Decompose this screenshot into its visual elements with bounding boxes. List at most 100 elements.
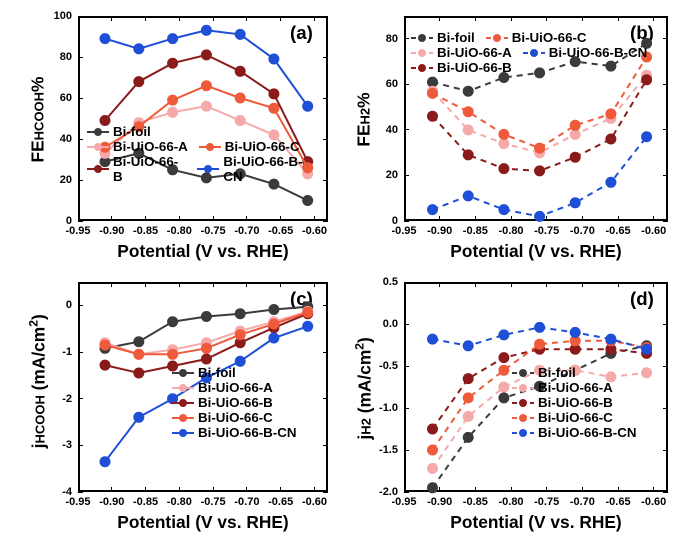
y-tick <box>404 129 409 130</box>
y-axis-title: FEHCOOH% <box>28 59 49 179</box>
x-tick-top <box>546 16 547 21</box>
y-tick-label: -2 <box>62 393 72 405</box>
legend-item-Bi-UiO-66-B-CN: Bi-UiO-66-B-CN <box>522 45 647 60</box>
legend-label: Bi-UiO-66-B <box>198 395 273 410</box>
x-axis-title: Potential (V vs. RHE) <box>78 241 328 262</box>
legend-label: Bi-UiO-66-C <box>512 30 587 45</box>
x-tick-top <box>582 282 583 287</box>
x-tick-top <box>439 16 440 21</box>
y-tick-right <box>323 492 328 493</box>
y-tick <box>78 305 83 306</box>
x-tick-top <box>404 282 405 287</box>
x-tick <box>546 216 547 221</box>
y-tick <box>78 57 83 58</box>
panel-label: (c) <box>290 288 313 310</box>
x-tick <box>111 216 112 221</box>
x-tick-label: -0.60 <box>302 496 327 508</box>
legend-label: Bi-UiO-66-B <box>538 395 613 410</box>
legend-item-Bi-UiO-66-A: Bi-UiO-66-A <box>86 139 188 154</box>
plot-frame <box>78 16 328 221</box>
y-tick-right <box>663 492 668 493</box>
x-tick <box>280 216 281 221</box>
x-tick-label: -0.75 <box>201 225 226 237</box>
y-tick-label: 0 <box>66 215 72 227</box>
x-tick-top <box>213 16 214 21</box>
y-tick <box>404 221 409 222</box>
y-tick-right <box>663 129 668 130</box>
x-tick-top <box>314 16 315 21</box>
x-tick <box>653 487 654 492</box>
y-tick <box>78 16 83 17</box>
y-tick-label: -2.0 <box>379 486 398 498</box>
y-tick-right <box>323 398 328 399</box>
y-tick <box>404 38 409 39</box>
x-tick-label: -0.75 <box>201 496 226 508</box>
x-tick-label: -0.70 <box>234 225 259 237</box>
x-tick-label: -0.80 <box>167 496 192 508</box>
y-tick-label: -0.5 <box>379 360 398 372</box>
y-tick-right <box>663 175 668 176</box>
x-tick <box>280 487 281 492</box>
legend-label: Bi-foil <box>538 365 576 380</box>
y-tick <box>78 445 83 446</box>
x-tick <box>179 487 180 492</box>
y-axis-title: FEH2% <box>354 59 375 179</box>
legend-item-Bi-UiO-66-B: Bi-UiO-66-B <box>86 154 186 184</box>
x-tick-top <box>78 16 79 21</box>
x-tick-top <box>618 16 619 21</box>
y-tick <box>404 175 409 176</box>
x-tick <box>111 487 112 492</box>
x-tick-label: -0.80 <box>498 496 523 508</box>
x-tick <box>618 216 619 221</box>
legend-item-Bi-UiO-66-B-CN: Bi-UiO-66-B-CN <box>171 425 296 440</box>
legend-item-Bi-UiO-66-B: Bi-UiO-66-B <box>410 60 512 75</box>
legend-label: Bi-foil <box>113 124 151 139</box>
y-tick <box>404 324 409 325</box>
x-tick <box>213 216 214 221</box>
x-tick-top <box>546 282 547 287</box>
y-axis-title: jHCOOH (mA/cm2) <box>27 328 50 448</box>
x-tick-top <box>653 16 654 21</box>
legend-label: Bi-UiO-66-A <box>113 139 188 154</box>
x-tick-top <box>179 16 180 21</box>
x-tick-label: -0.70 <box>570 225 595 237</box>
x-tick-top <box>280 16 281 21</box>
y-tick-label: -1 <box>62 346 72 358</box>
y-tick-right <box>663 221 668 222</box>
x-tick-label: -0.65 <box>606 225 631 237</box>
x-tick <box>618 487 619 492</box>
y-tick-right <box>323 98 328 99</box>
legend-item-Bi-UiO-66-A: Bi-UiO-66-A <box>171 380 273 395</box>
x-tick <box>314 487 315 492</box>
legend-label: Bi-UiO-66-C <box>225 139 300 154</box>
y-tick-right <box>663 282 668 283</box>
legend-label: Bi-UiO-66-A <box>437 45 512 60</box>
legend-label: Bi-UiO-66-B <box>113 154 186 184</box>
x-tick <box>246 487 247 492</box>
legend-item-Bi-UiO-66-C: Bi-UiO-66-C <box>171 410 273 425</box>
panel-c: (c)-0.95-0.90-0.85-0.80-0.75-0.70-0.65-0… <box>18 272 338 534</box>
y-tick <box>404 366 409 367</box>
x-tick-label: -0.90 <box>427 225 452 237</box>
y-tick-label: 60 <box>386 78 398 90</box>
x-axis-title: Potential (V vs. RHE) <box>404 241 668 262</box>
x-tick-label: -0.65 <box>268 496 293 508</box>
y-axis-title: jH2 (mA/cm2) <box>353 328 376 448</box>
x-tick-label: -0.90 <box>99 225 124 237</box>
y-tick <box>404 84 409 85</box>
x-tick-top <box>475 16 476 21</box>
y-tick <box>78 492 83 493</box>
x-tick-label: -0.60 <box>641 496 666 508</box>
x-tick-top <box>111 16 112 21</box>
x-tick-top <box>404 16 405 21</box>
x-tick-top <box>246 282 247 287</box>
y-tick <box>404 408 409 409</box>
x-tick-top <box>314 282 315 287</box>
x-tick-label: -0.65 <box>606 496 631 508</box>
y-tick-label: -1.5 <box>379 444 398 456</box>
y-tick-right <box>323 16 328 17</box>
legend: Bi-foilBi-UiO-66-ABi-UiO-66-BBi-UiO-66-C… <box>171 365 316 440</box>
x-tick-label: -0.60 <box>302 225 327 237</box>
legend-item-Bi-foil: Bi-foil <box>511 365 576 380</box>
x-tick <box>653 216 654 221</box>
